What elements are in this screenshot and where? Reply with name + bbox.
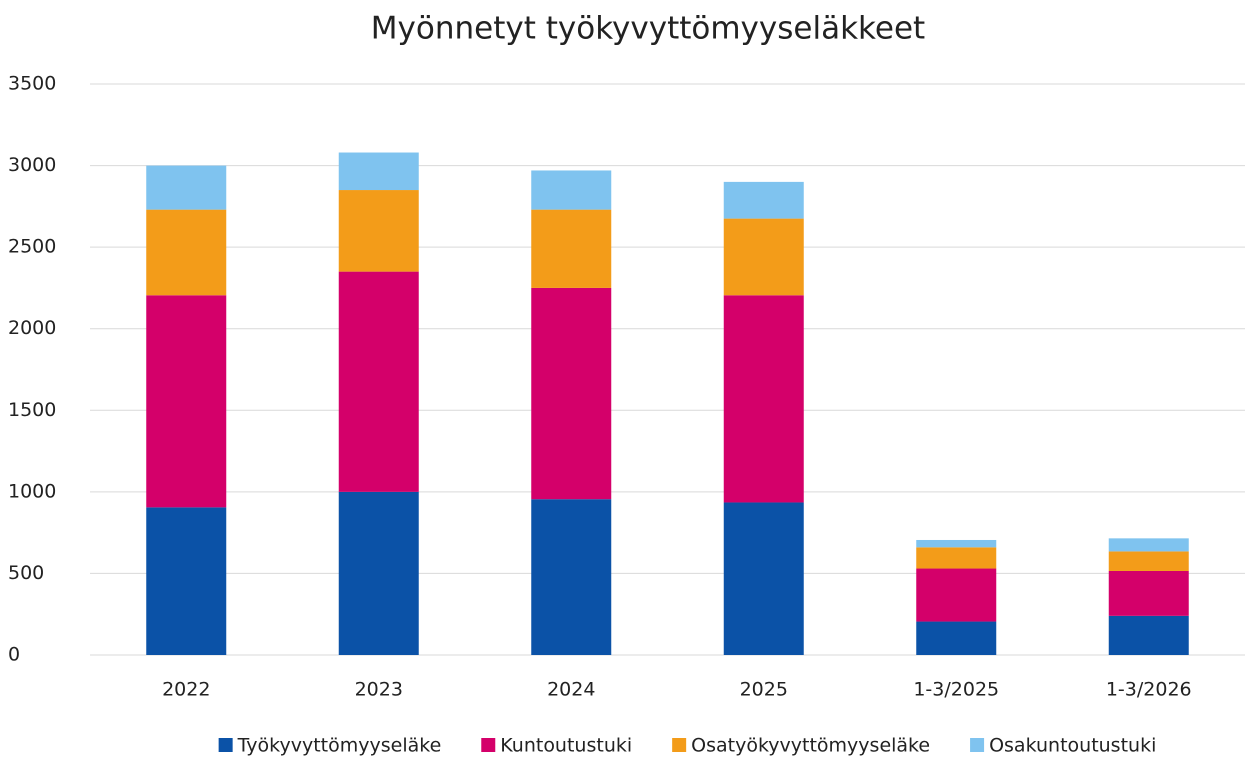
chart-title: Myönnetyt työkyvyttömyyseläkkeet xyxy=(371,11,925,47)
bar-segment xyxy=(1108,615,1189,655)
bar-segment xyxy=(338,271,419,492)
bar-segment xyxy=(723,295,804,503)
legend-swatch xyxy=(970,738,985,752)
bar-segment xyxy=(1108,538,1189,552)
x-tick-label: 1-3/2026 xyxy=(1106,679,1192,701)
bar-segment xyxy=(531,499,612,655)
bar-segment xyxy=(531,209,612,288)
x-tick-label: 2025 xyxy=(740,679,788,701)
y-tick-label: 2000 xyxy=(8,317,56,339)
legend-label: Työkyvyttömyyseläke xyxy=(237,735,442,757)
legend-label: Kuntoutustuki xyxy=(500,735,632,757)
bar-segment xyxy=(146,165,227,210)
bar-segment xyxy=(338,152,419,191)
bar-segment xyxy=(916,568,997,622)
legend-swatch xyxy=(481,738,496,752)
y-tick-label: 3000 xyxy=(8,154,56,176)
bar-segment xyxy=(1108,570,1189,616)
bar-segment xyxy=(338,190,419,272)
bar-segment xyxy=(531,170,612,210)
y-tick-label: 1000 xyxy=(8,480,56,502)
bar-segment xyxy=(916,547,997,569)
y-tick-label: 3500 xyxy=(8,73,56,95)
legend-swatch xyxy=(672,738,687,752)
bar-segment xyxy=(531,287,612,500)
bar-segment xyxy=(723,181,804,219)
y-tick-label: 2500 xyxy=(8,236,56,258)
bar-segment xyxy=(146,295,227,508)
bar-segment xyxy=(916,539,997,548)
bar-segment xyxy=(146,209,227,296)
bar-segment xyxy=(1108,551,1189,571)
bar-segment xyxy=(916,621,997,655)
x-tick-label: 1-3/2025 xyxy=(913,679,999,701)
bar-segment xyxy=(723,218,804,296)
legend-label: Osakuntoutustuki xyxy=(989,735,1156,757)
bar-segment xyxy=(723,502,804,655)
y-tick-label: 0 xyxy=(8,644,20,666)
legend-label: Osatyökyvyttömyyseläke xyxy=(691,735,930,757)
x-tick-label: 2024 xyxy=(547,679,595,701)
y-tick-label: 500 xyxy=(8,562,44,584)
bar-segment xyxy=(146,507,227,655)
x-tick-label: 2022 xyxy=(162,679,210,701)
bar-segment xyxy=(338,491,419,655)
y-tick-label: 1500 xyxy=(8,399,56,421)
legend-swatch xyxy=(218,738,233,752)
x-tick-label: 2023 xyxy=(355,679,403,701)
